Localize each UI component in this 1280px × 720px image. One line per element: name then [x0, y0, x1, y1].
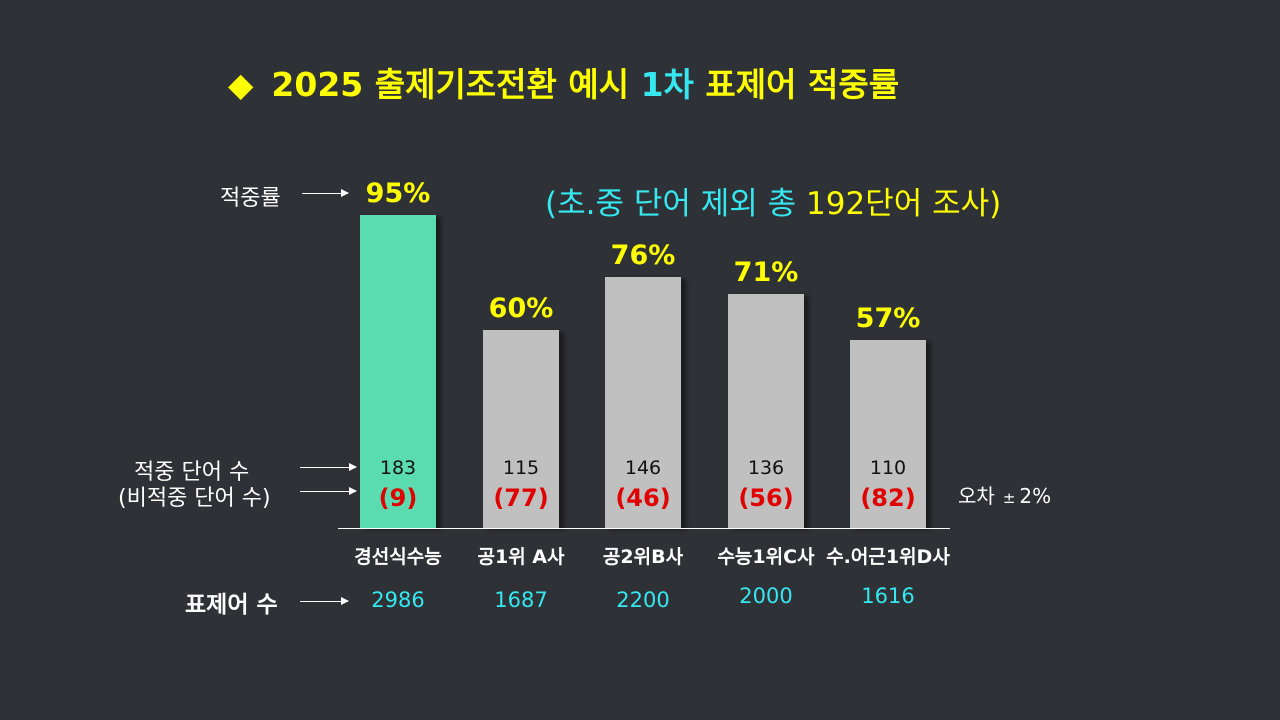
chart-title: ◆ 2025 출제기조전환 예시 1차 표제어 적중률: [228, 58, 899, 106]
hit-words-label: 적중 단어 수: [134, 460, 250, 485]
hit-words-4: 136: [747, 457, 785, 479]
headword-count-1: 2986: [371, 588, 425, 612]
category-label-2: 공1위 A사: [477, 546, 565, 568]
chart-subtitle: (초.중 단어 제외 총 192단어 조사): [545, 178, 1001, 223]
hit-rate-arrow: [302, 189, 349, 197]
title-highlight: 1차: [640, 65, 694, 104]
title-text-after: 표제어 적중률: [693, 65, 900, 104]
bar-2: [483, 330, 559, 528]
subtitle-text-before: (초.중 단어 제외 총: [545, 186, 807, 222]
bar-3: [605, 277, 681, 528]
headword-count-4: 2000: [739, 584, 793, 608]
miss-words-4: (56): [738, 484, 794, 512]
headword-count-label: 표제어 수: [185, 592, 278, 618]
value-label-2: 60%: [488, 293, 554, 324]
headword-count-2: 1687: [494, 588, 548, 612]
hit-words-3: 146: [624, 457, 662, 479]
error-note-value: 2%: [1019, 484, 1052, 508]
error-note: 오차 ±2%: [958, 480, 1051, 509]
miss-words-1: (9): [378, 484, 418, 512]
diamond-icon: ◆: [228, 65, 254, 104]
miss-words-2: (77): [493, 484, 549, 512]
value-label-3: 76%: [610, 240, 676, 272]
bar-5: [850, 339, 926, 528]
category-label-3: 공2위B사: [602, 546, 684, 568]
hit-words-1: 183: [379, 457, 417, 479]
error-note-pm: ±: [1002, 489, 1016, 507]
category-label-5: 수.어근1위D사: [826, 546, 950, 568]
hit-words-2: 115: [502, 457, 540, 479]
headword-count-3: 2200: [616, 588, 670, 612]
hit-words-5: 110: [869, 457, 907, 479]
miss-words-arrow: [300, 487, 357, 495]
miss-words-5: (82): [860, 484, 916, 512]
hit-rate-label: 적중률: [220, 186, 281, 211]
category-label-4: 수능1위C사: [717, 546, 815, 568]
value-label-4: 71%: [733, 256, 799, 288]
category-label-1: 경선식수능: [354, 546, 442, 568]
bar-4: [728, 293, 804, 528]
value-label-5: 57%: [855, 302, 921, 334]
x-axis-line: [338, 528, 950, 529]
hit-words-arrow: [300, 463, 357, 471]
headword-count-5: 1616: [861, 584, 915, 608]
miss-words-label: (비적중 단어 수): [118, 486, 271, 511]
subtitle-highlight: 192단어 조사): [806, 186, 1002, 222]
bar-1: [360, 214, 436, 528]
value-label-1: 95%: [365, 177, 431, 209]
miss-words-3: (46): [615, 484, 671, 512]
headword-count-arrow: [300, 597, 349, 605]
error-note-label: 오차: [958, 484, 995, 508]
title-text-before: 2025 출제기조전환 예시: [271, 65, 641, 104]
